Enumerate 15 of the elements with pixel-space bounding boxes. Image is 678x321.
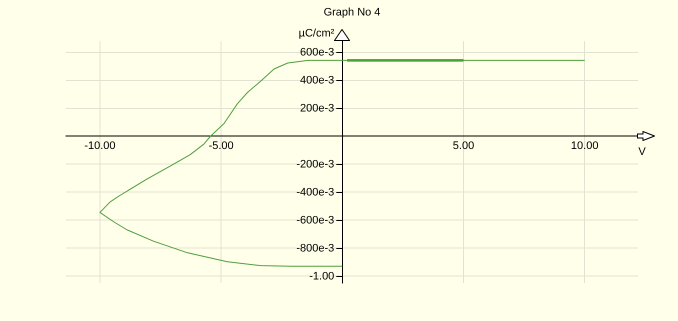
chart-title: Graph No 4 bbox=[324, 6, 380, 19]
y-tick-label: 200e-3 bbox=[300, 102, 334, 115]
x-axis-title: V bbox=[638, 146, 646, 158]
x-tick-label: -5.00 bbox=[208, 140, 234, 152]
y-tick-label: -600e-3 bbox=[296, 214, 334, 227]
y-tick-label: 400e-3 bbox=[300, 74, 334, 87]
x-tick-label: 5.00 bbox=[452, 140, 474, 152]
x-tick-label: -10.00 bbox=[84, 140, 116, 152]
y-tick-label: 600e-3 bbox=[300, 46, 334, 59]
y-tick-label: -200e-3 bbox=[296, 158, 334, 171]
x-tick-label: 10.00 bbox=[570, 140, 598, 152]
y-axis-title: µC/cm² bbox=[298, 28, 335, 40]
y-tick-label: -400e-3 bbox=[296, 186, 334, 199]
y-tick-label: -1.00 bbox=[309, 270, 334, 283]
y-tick-label: -800e-3 bbox=[296, 242, 334, 255]
